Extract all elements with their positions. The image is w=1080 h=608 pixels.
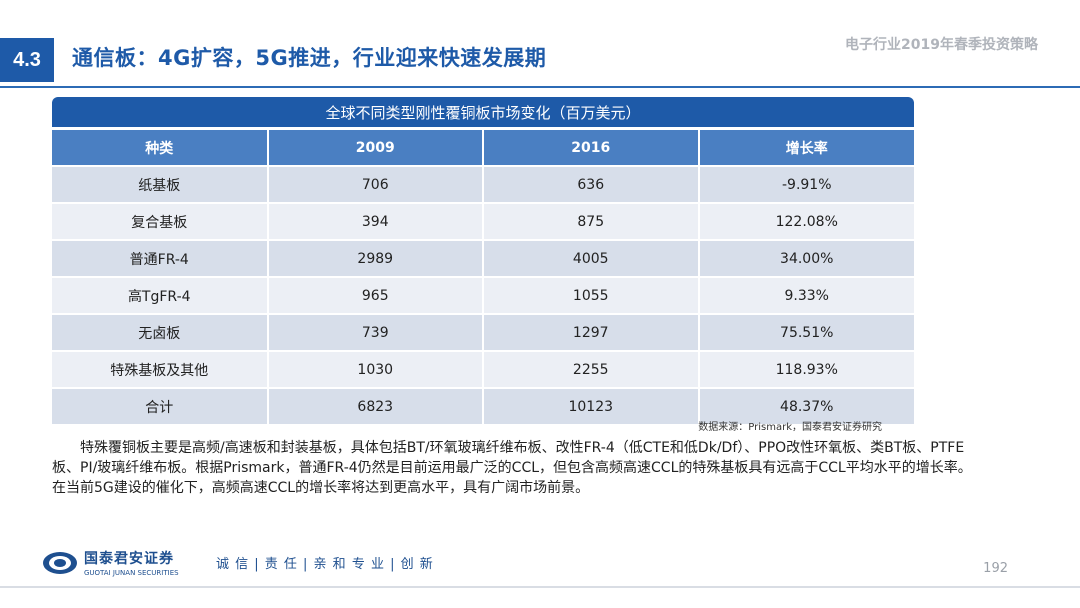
- cell-type: 普通FR-4: [52, 239, 269, 277]
- table-row: 普通FR-4 2989 4005 34.00%: [52, 239, 914, 277]
- table-row: 纸基板 706 636 -9.91%: [52, 165, 914, 203]
- cell-growth: 48.37%: [698, 387, 914, 424]
- cell-2009: 965: [267, 276, 484, 314]
- table-header-row: 种类 2009 2016 增长率: [52, 127, 914, 166]
- body-paragraph: 特殊覆铜板主要是高频/高速板和封装基板，具体包括BT/环氧玻璃纤维布板、改性FR…: [52, 440, 972, 496]
- cell-2016: 2255: [483, 350, 700, 388]
- cell-2016: 4005: [483, 239, 700, 277]
- footer-divider: [0, 586, 1080, 588]
- report-title: 电子行业2019年春季投资策略: [845, 37, 1038, 53]
- cell-2009: 2989: [267, 239, 484, 277]
- cell-2016: 1055: [483, 276, 700, 314]
- cell-growth: 9.33%: [698, 276, 914, 314]
- cell-2009: 394: [267, 202, 484, 240]
- cell-growth: 122.08%: [698, 202, 914, 240]
- column-header-2016: 2016: [483, 127, 700, 166]
- logo-en-text: GUOTAI JUNAN SECURITIES: [84, 569, 179, 577]
- cell-type: 纸基板: [52, 165, 269, 203]
- cell-growth: 118.93%: [698, 350, 914, 388]
- logo-cn-text: 国泰君安证券: [84, 551, 174, 567]
- cell-growth: 34.00%: [698, 239, 914, 277]
- column-header-type: 种类: [52, 127, 269, 166]
- cell-type: 无卤板: [52, 313, 269, 351]
- cell-growth: -9.91%: [698, 165, 914, 203]
- ccl-market-table: 种类 2009 2016 增长率 纸基板 706 636 -9.91% 复合基板…: [52, 127, 914, 424]
- company-logo: 国泰君安证券 GUOTAI JUNAN SECURITIES: [42, 548, 179, 577]
- cell-2016: 1297: [483, 313, 700, 351]
- cell-2009: 6823: [267, 387, 484, 424]
- company-slogan: 诚 信 | 责 任 | 亲 和 专 业 | 创 新: [216, 557, 434, 572]
- cell-2016: 636: [483, 165, 700, 203]
- cell-2009: 739: [267, 313, 484, 351]
- table-row: 复合基板 394 875 122.08%: [52, 202, 914, 240]
- cell-type: 特殊基板及其他: [52, 350, 269, 388]
- data-source-note: 数据来源：Prismark，国泰君安证券研究: [698, 422, 882, 433]
- title-divider: [0, 86, 1080, 88]
- cell-2016: 875: [483, 202, 700, 240]
- cell-type: 合计: [52, 387, 269, 424]
- cell-2016: 10123: [483, 387, 700, 424]
- page-number: 192: [983, 561, 1008, 576]
- cell-2009: 1030: [267, 350, 484, 388]
- column-header-growth: 增长率: [698, 127, 914, 166]
- cell-2009: 706: [267, 165, 484, 203]
- table-total-row: 合计 6823 10123 48.37%: [52, 387, 914, 424]
- ccl-market-table-container: 全球不同类型刚性覆铜板市场变化（百万美元） 种类 2009 2016 增长率 纸…: [52, 97, 914, 424]
- section-number-badge: 4.3: [0, 38, 54, 82]
- table-row: 高TgFR-4 965 1055 9.33%: [52, 276, 914, 314]
- page-title: 通信板：4G扩容，5G推进，行业迎来快速发展期: [72, 46, 547, 70]
- cell-growth: 75.51%: [698, 313, 914, 351]
- column-header-2009: 2009: [267, 127, 484, 166]
- table-caption: 全球不同类型刚性覆铜板市场变化（百万美元）: [52, 97, 914, 127]
- cell-type: 高TgFR-4: [52, 276, 269, 314]
- logo-text: 国泰君安证券 GUOTAI JUNAN SECURITIES: [84, 548, 179, 577]
- table-row: 特殊基板及其他 1030 2255 118.93%: [52, 350, 914, 388]
- logo-emblem-icon: [42, 551, 78, 575]
- cell-type: 复合基板: [52, 202, 269, 240]
- table-row: 无卤板 739 1297 75.51%: [52, 313, 914, 351]
